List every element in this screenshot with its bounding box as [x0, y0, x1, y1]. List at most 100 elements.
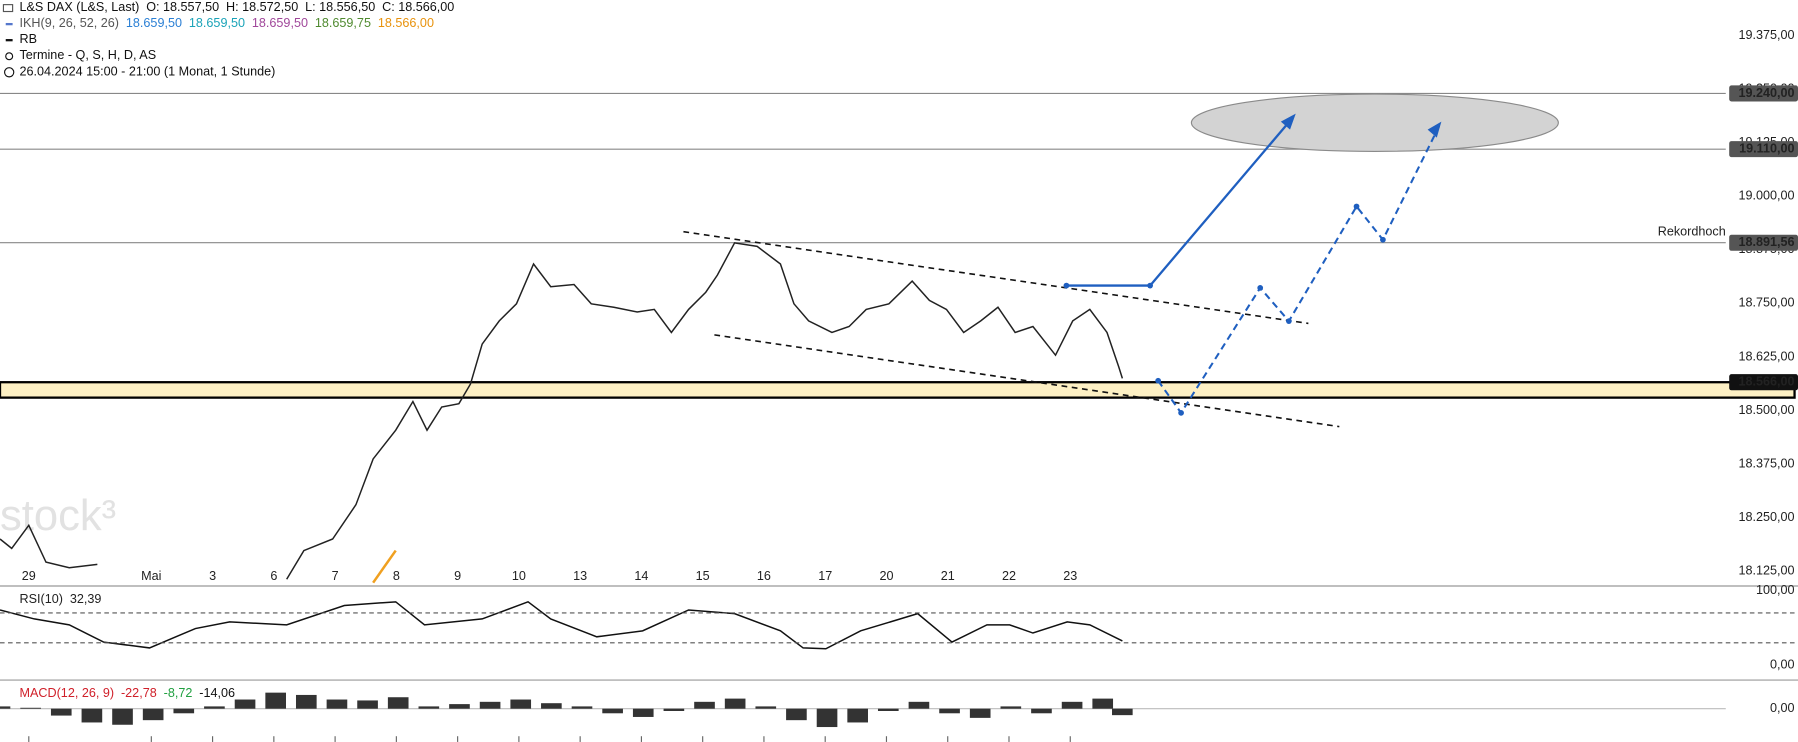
anchor-dot [1380, 236, 1386, 243]
histogram-bar [786, 708, 807, 721]
histogram-bar [908, 701, 930, 709]
x-tick-label: 16 [757, 569, 771, 583]
indicator-label: MACD(12, 26, 9) -22,78 -8,72 -14,06 [19, 686, 235, 700]
x-tick-label: 17 [818, 569, 832, 583]
target-ellipse [1190, 93, 1559, 152]
histogram-bar [1092, 698, 1114, 709]
y-tick-label: 18.125,00 [1738, 563, 1794, 577]
series-line [0, 242, 1124, 580]
x-tick-label: 7 [332, 569, 339, 583]
histogram-bar [387, 697, 409, 709]
indicator-value: -14,06 [199, 686, 235, 700]
level-label: 19.110,00 [1739, 141, 1794, 155]
header-text: L: 18.556,50 [305, 0, 375, 14]
anchor-dot [1178, 409, 1184, 416]
watermark: stock³ [0, 492, 116, 540]
anchor-dot [1063, 282, 1070, 289]
arrow-head [1280, 113, 1296, 130]
header-line: Termine - Q, S, H, D, AS [19, 49, 156, 63]
header-text: Termine - Q, S, H, D, AS [19, 49, 156, 63]
anchor-dot [1257, 284, 1264, 291]
level-note: Rekordhoch [1658, 225, 1726, 239]
histogram-bar [755, 706, 777, 709]
x-tick-label: 20 [879, 569, 893, 583]
level-label: 18.891,56 [1738, 235, 1794, 249]
indicator-label: RSI(10) 32,39 [19, 592, 101, 606]
annotations [683, 93, 1559, 428]
histogram-bar [112, 708, 133, 725]
histogram-bar [1112, 708, 1133, 716]
histogram-bar [602, 708, 623, 714]
histogram-bar [326, 699, 348, 709]
x-tick-label: 9 [454, 569, 461, 583]
icon [2, 4, 14, 13]
x-tick-label: 8 [393, 569, 400, 583]
histogram-bar [877, 708, 899, 711]
level-label-box [1729, 85, 1798, 102]
histogram-bar [81, 708, 103, 723]
histogram-bar [541, 703, 562, 709]
histogram-bar [295, 694, 317, 709]
icon [5, 52, 14, 61]
header-text: 18.659,50 [126, 16, 182, 30]
histogram-bar [357, 700, 378, 709]
header-text: 26.04.2024 15:00 - 21:00 (1 Monat, 1 Stu… [19, 65, 275, 79]
y-tick-label: 19.000,00 [1738, 189, 1794, 203]
y-tick-label: 18.625,00 [1738, 349, 1794, 363]
histogram-bar [0, 706, 11, 709]
histogram-bar [20, 707, 41, 709]
header-text: H: 18.572,50 [226, 0, 298, 14]
y-tick-label: 0,00 [1770, 701, 1795, 715]
histogram-bar [142, 708, 164, 721]
histogram-bar [265, 692, 287, 709]
last-price-box [1729, 374, 1798, 391]
histogram-bar [1031, 708, 1052, 714]
header-line: 26.04.2024 15:00 - 21:00 (1 Monat, 1 Stu… [19, 65, 275, 79]
histogram-bar [816, 708, 838, 728]
indicator-value: -22,78 [121, 686, 157, 700]
anchor-dot [1155, 377, 1162, 384]
indicator-value: -8,72 [164, 686, 193, 700]
level-label-box [1729, 141, 1798, 158]
histogram-bar [204, 706, 225, 709]
histogram-bar [969, 708, 991, 718]
histogram-bar [632, 708, 654, 717]
series-line [0, 600, 1123, 650]
x-tick-label: 3 [209, 569, 216, 583]
histogram-bar [173, 708, 195, 714]
header-line: IKH(9, 26, 52, 26) 18.659,50 18.659,50 18.6… [19, 16, 433, 30]
header-text: IKH(9, 26, 52, 26) [19, 16, 119, 30]
y-tick-label: 18.500,00 [1738, 403, 1794, 417]
x-tick-label: Mai [141, 569, 161, 583]
x-tick-label: 10 [512, 569, 526, 583]
anchor-dot [1353, 203, 1360, 210]
y-tick-label: 0,00 [1770, 657, 1795, 671]
x-tick-label: 21 [941, 569, 955, 583]
indicator-name: MACD(12, 26, 9) [19, 686, 114, 700]
level-label-box [1729, 234, 1798, 251]
anchor-dot [1286, 318, 1292, 324]
y-tick-label: 19.375,00 [1738, 28, 1794, 42]
histogram-bar [1061, 701, 1083, 709]
header-text: L&S DAX (L&S, Last) [19, 0, 139, 14]
header-text: 18.659,75 [315, 16, 371, 30]
histogram-bar [571, 706, 593, 709]
y-tick-label: 18.750,00 [1738, 296, 1794, 310]
histogram-bar [1000, 706, 1022, 709]
header-text: RB [19, 33, 37, 47]
anchor-dot [1147, 282, 1153, 289]
header-line: RB [19, 33, 37, 47]
header-line: L&S DAX (L&S, Last) O: 18.557,50 H: 18.572… [19, 0, 454, 14]
x-tick-label: 29 [22, 569, 36, 583]
icon [4, 67, 15, 78]
indicator-value: 32,39 [70, 592, 102, 606]
x-tick-label: 14 [634, 569, 648, 583]
indicator-name: RSI(10) [19, 592, 62, 606]
forecast-arrow [1157, 125, 1441, 415]
x-tick-label: 6 [270, 569, 277, 583]
y-tick-label: 18.250,00 [1738, 510, 1794, 524]
header-text: 18.566,00 [378, 16, 434, 30]
histogram-bar [847, 708, 868, 723]
